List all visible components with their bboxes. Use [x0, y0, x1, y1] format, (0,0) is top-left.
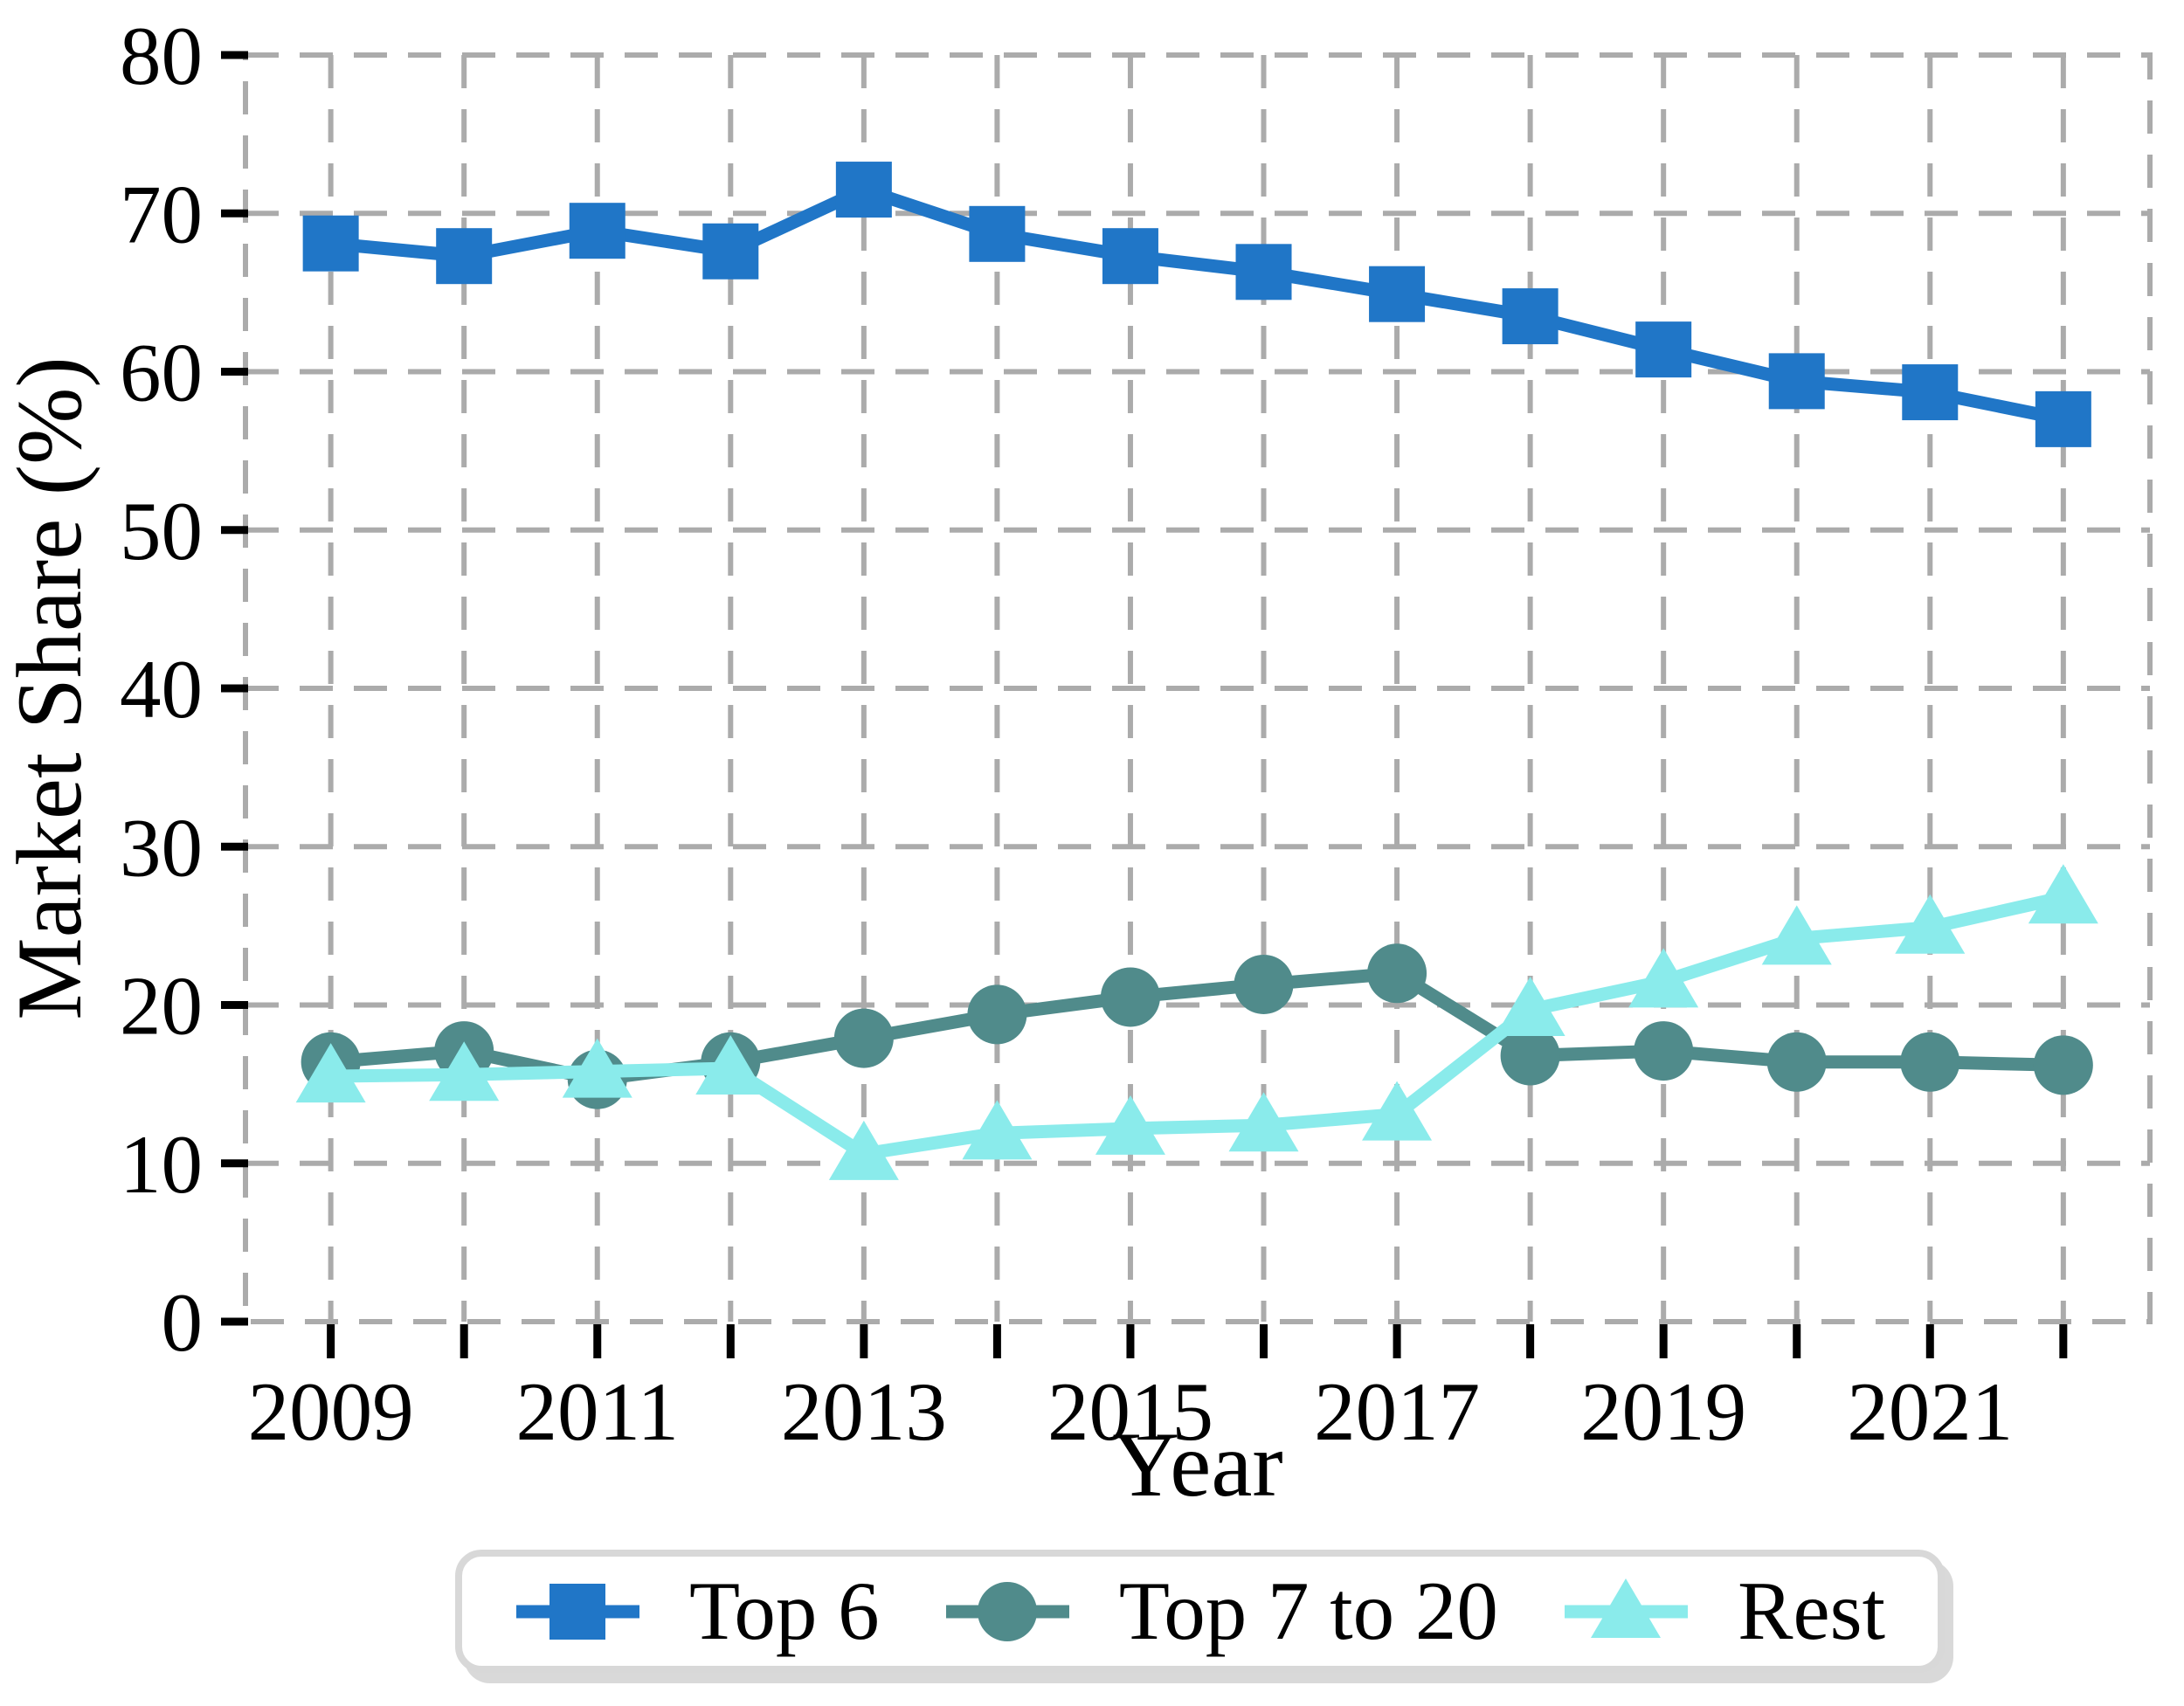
top-6-point-2022 — [2035, 390, 2091, 447]
y-tick-label: 60 — [120, 327, 203, 419]
rest-point-2019 — [1628, 948, 1699, 1008]
axis-titles: Year Market Share (%) — [0, 356, 1283, 1516]
legend-label: Top 7 to 20 — [1118, 1564, 1498, 1657]
top-6-point-2016 — [1235, 244, 1292, 300]
top-6-point-2014 — [969, 205, 1026, 262]
rest-point-2021 — [1895, 894, 1966, 954]
legend-marker-glyph — [977, 1581, 1037, 1641]
top-6-point-2009 — [302, 215, 359, 272]
top-7-to-20-point-2014 — [967, 984, 1027, 1045]
x-tick-label: 2015 — [1047, 1365, 1213, 1458]
top-6-point-2015 — [1102, 228, 1158, 285]
rest-point-2017 — [1362, 1081, 1433, 1141]
rest-point-2011 — [562, 1038, 632, 1098]
series-top-6 — [302, 162, 2091, 447]
rest-point-2014 — [962, 1100, 1033, 1160]
rest-point-2020 — [1761, 905, 1832, 965]
top-6-point-2021 — [1902, 364, 1959, 421]
top-7-to-20-point-2019 — [1634, 1021, 1694, 1081]
axis-ticks — [221, 51, 2068, 1358]
series-top-7-to-20 — [301, 943, 2093, 1109]
rest-point-2009 — [295, 1043, 366, 1103]
legend-label: Top 6 — [689, 1564, 880, 1657]
legend-marker-square-icon — [516, 1583, 639, 1640]
y-tick-label: 10 — [120, 1118, 203, 1211]
y-tick-label: 30 — [120, 801, 203, 894]
top-7-to-20-point-2013 — [833, 1008, 894, 1068]
x-axis-title: Year — [1112, 1413, 1282, 1516]
top-6-point-2012 — [702, 223, 759, 280]
legend-item-rest: Rest — [1563, 1568, 1885, 1655]
y-tick-label: 40 — [120, 643, 203, 736]
y-tick-label: 0 — [162, 1276, 204, 1369]
x-tick-label: 2021 — [1847, 1365, 2013, 1458]
series-layer — [295, 162, 2098, 1180]
top-7-to-20-point-2021 — [1900, 1032, 1960, 1092]
y-axis-title: Market Share (%) — [0, 356, 100, 1019]
rest-point-2010 — [429, 1041, 500, 1102]
top-6-point-2019 — [1635, 321, 1692, 378]
x-tick-label: 2009 — [248, 1365, 414, 1458]
x-tick-label: 2017 — [1314, 1365, 1480, 1458]
top-7-to-20-point-2015 — [1100, 967, 1160, 1027]
y-tick-label: 80 — [120, 10, 203, 102]
top-6-point-2017 — [1369, 266, 1426, 322]
top-6-point-2010 — [436, 228, 493, 285]
series-rest — [295, 864, 2098, 1180]
top-7-to-20-point-2017 — [1367, 943, 1427, 1004]
legend-marker-circle-icon — [945, 1581, 1069, 1641]
y-tick-label: 20 — [120, 960, 203, 1053]
legend-item-top-7-to-20: Top 7 to 20 — [944, 1568, 1498, 1655]
legend: Top 6 Top 7 to 20 Rest — [455, 1550, 1945, 1673]
rest-point-2022 — [2028, 864, 2098, 924]
top-7-to-20-point-2018 — [1500, 1026, 1560, 1086]
legend-label: Rest — [1738, 1564, 1885, 1657]
top-6-point-2011 — [569, 203, 625, 259]
y-tick-label: 50 — [120, 485, 203, 577]
legend-marker-glyph — [1591, 1578, 1662, 1638]
top-6-point-2018 — [1502, 288, 1559, 345]
x-tick-label: 2013 — [781, 1365, 947, 1458]
top-6-point-2020 — [1768, 353, 1825, 410]
legend-marker-triangle-icon — [1565, 1578, 1689, 1638]
x-tick-label: 2011 — [516, 1365, 679, 1458]
rest-point-2012 — [695, 1035, 766, 1095]
legend-marker-glyph — [549, 1583, 605, 1640]
legend-item-top-6: Top 6 — [515, 1568, 880, 1655]
rest-point-2013 — [828, 1120, 899, 1180]
top-7-to-20-point-2016 — [1234, 954, 1294, 1014]
rest-point-2018 — [1495, 976, 1565, 1036]
top-7-to-20-point-2022 — [2033, 1035, 2093, 1095]
top-6-point-2013 — [835, 162, 892, 218]
top-7-to-20-point-2020 — [1766, 1032, 1827, 1092]
tick-labels: 2009 2011 2013 2015 2017 2019 2021 0 10 20 30 40 50 6… — [120, 10, 2013, 1458]
rest-point-2015 — [1095, 1095, 1165, 1155]
x-tick-label: 2019 — [1580, 1365, 1746, 1458]
y-tick-label: 70 — [120, 168, 203, 260]
rest-point-2016 — [1228, 1092, 1299, 1152]
